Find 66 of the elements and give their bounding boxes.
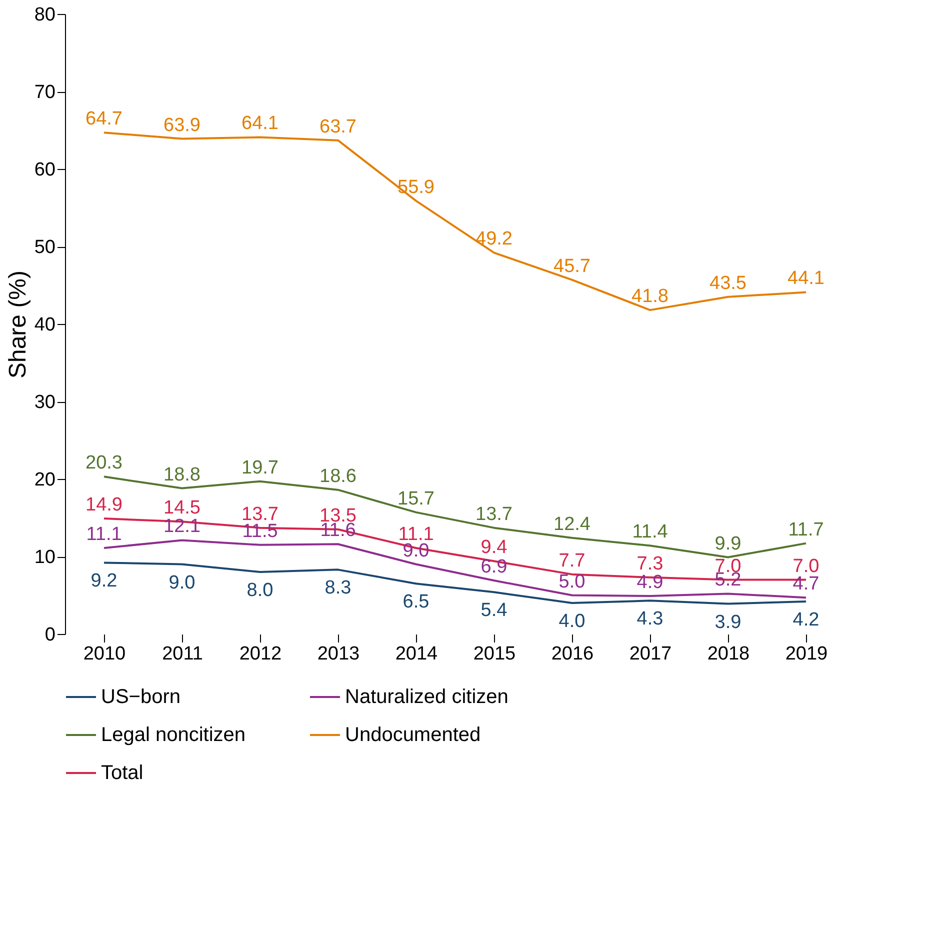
data-label: 9.4 <box>480 537 508 558</box>
data-label: 11.4 <box>632 522 668 543</box>
x-tick-label: 2010 <box>83 644 126 664</box>
x-tick-label: 2015 <box>473 644 516 664</box>
legend-label: Legal noncitizen <box>101 724 246 746</box>
data-label: 20.3 <box>86 452 122 474</box>
data-label: 15.7 <box>398 488 434 510</box>
data-label: 6.9 <box>480 556 508 578</box>
data-label: 12.4 <box>554 514 591 535</box>
data-label: 4.3 <box>636 608 664 630</box>
data-label: 18.8 <box>164 464 200 486</box>
data-label: 4.0 <box>558 611 586 632</box>
legend-label: Naturalized citizen <box>345 686 508 708</box>
data-label: 8.3 <box>324 578 352 599</box>
x-tick-label: 2012 <box>239 644 282 664</box>
y-tick-label: 40 <box>34 314 56 336</box>
data-label: 13.7 <box>476 504 512 525</box>
y-tick-label: 80 <box>34 4 56 26</box>
data-label: 4.9 <box>636 572 664 594</box>
x-tick-label: 2019 <box>785 644 828 664</box>
y-tick-label: 50 <box>34 237 56 258</box>
data-label: 6.5 <box>402 592 430 613</box>
data-label: 64.7 <box>86 108 122 130</box>
data-label: 64.1 <box>242 113 278 134</box>
data-label: 18.6 <box>320 466 356 487</box>
x-tick-label: 2016 <box>551 644 594 664</box>
data-label: 49.2 <box>476 228 512 250</box>
data-label: 55.9 <box>398 176 434 198</box>
data-label: 4.2 <box>792 609 820 630</box>
data-label: 63.9 <box>164 114 200 136</box>
data-label: 9.0 <box>168 572 196 594</box>
legend-label: Undocumented <box>345 724 481 746</box>
x-tick-label: 2011 <box>162 644 203 664</box>
y-axis-title: Share (%) <box>4 270 32 379</box>
data-label: 11.7 <box>788 519 824 540</box>
legend-label: Total <box>101 762 144 784</box>
y-tick-label: 60 <box>34 160 56 180</box>
data-label: 9.9 <box>714 533 742 554</box>
data-label: 7.7 <box>558 550 586 572</box>
data-label: 12.1 <box>164 516 200 538</box>
data-label: 43.5 <box>710 272 746 294</box>
y-tick-label: 20 <box>34 470 56 490</box>
data-label: 5.0 <box>558 571 586 592</box>
data-label: 44.1 <box>788 268 824 290</box>
data-label: 41.8 <box>632 286 668 308</box>
x-tick-label: 2018 <box>707 644 750 664</box>
legend-label: US−born <box>101 686 180 708</box>
data-label: 7.3 <box>636 553 664 574</box>
x-tick-label: 2013 <box>317 644 360 664</box>
y-tick-label: 10 <box>34 547 56 568</box>
y-tick-label: 0 <box>44 624 56 646</box>
data-label: 13.7 <box>242 504 278 525</box>
data-label: 14.5 <box>164 498 200 519</box>
x-tick-label: 2014 <box>395 644 438 664</box>
data-label: 9.2 <box>90 570 118 592</box>
y-tick-label: 70 <box>34 82 56 103</box>
data-label: 11.1 <box>86 524 122 545</box>
y-tick-label: 30 <box>34 392 56 413</box>
data-label: 5.4 <box>480 600 508 622</box>
data-label: 8.0 <box>246 580 274 601</box>
data-label: 3.9 <box>714 612 742 633</box>
data-label: 63.7 <box>320 116 356 138</box>
x-tick-label: 2017 <box>629 644 672 664</box>
data-label: 45.7 <box>554 256 590 277</box>
data-label: 19.7 <box>242 457 278 478</box>
data-label: 14.9 <box>86 494 122 516</box>
